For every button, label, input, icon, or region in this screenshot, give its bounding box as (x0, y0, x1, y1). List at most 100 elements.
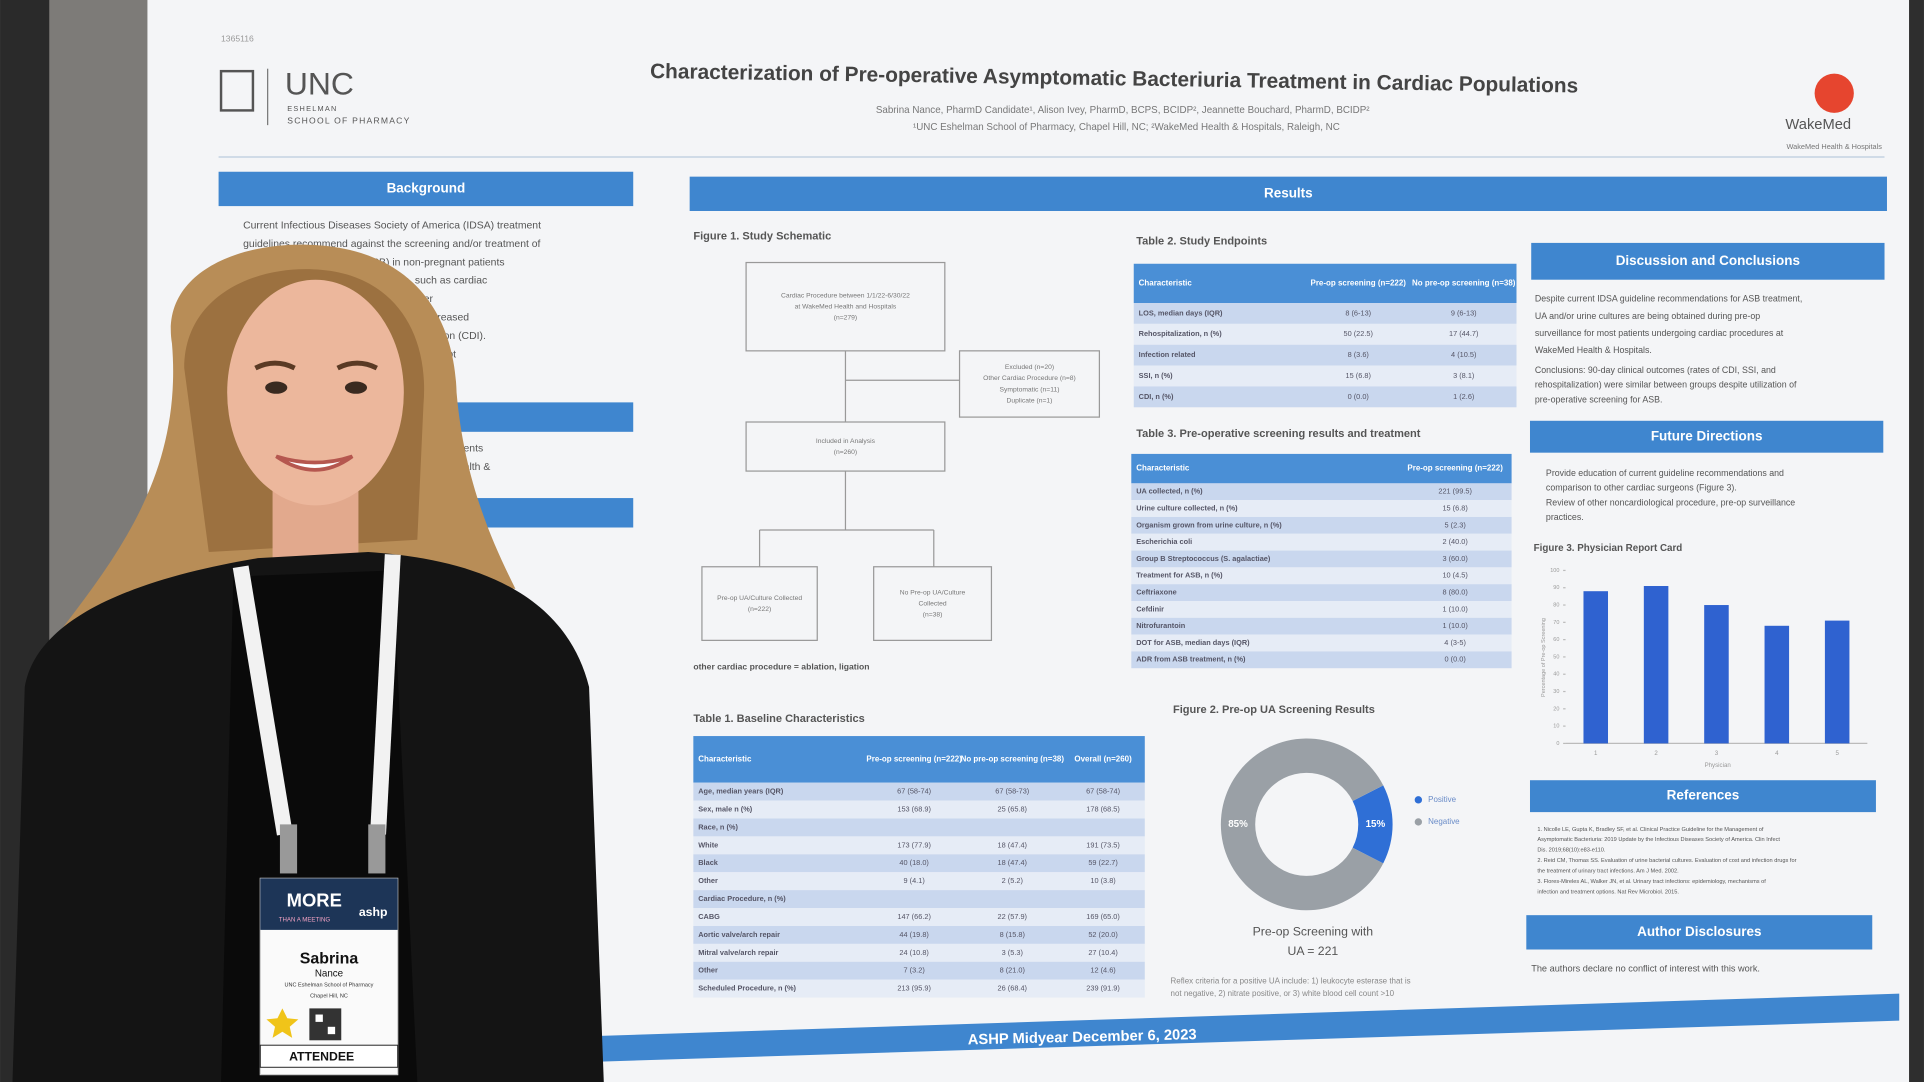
donut-label: 15% (1366, 819, 1386, 830)
table-row (1131, 617, 1512, 635)
table-row (1131, 516, 1512, 534)
conclusion-text: rehospitalization) were similar between … (1535, 380, 1797, 390)
table-cell: 10 (3.8) (1090, 876, 1115, 885)
table-cell: 4 (3-5) (1444, 638, 1466, 647)
y-axis-label: Percentage of Pre-op Screening (1541, 618, 1547, 697)
section-heading: Future Directions (1651, 428, 1763, 443)
schematic-text: Other Cardiac Procedure (n=8) (983, 375, 1076, 382)
table-cell: Infection related (1139, 350, 1196, 359)
table-cell: 52 (20.0) (1088, 930, 1117, 939)
figure-title: Figure 1. Study Schematic (693, 231, 831, 243)
eyebrow (254, 360, 296, 371)
lanyard (232, 565, 293, 836)
table-cell: 8 (15.8) (1000, 930, 1025, 939)
face (227, 279, 404, 506)
table-cell: Group B Streptococcus (S. agalactiae) (1136, 554, 1271, 563)
table-cell: 3 (8.1) (1453, 371, 1474, 380)
schematic-box (958, 350, 1101, 418)
schematic-text: Cardiac Procedure between 1/1/22-6/30/22 (781, 292, 910, 299)
figure-caption: Pre-op Screening with (1253, 925, 1374, 939)
table-cell: 8 (3.6) (1348, 350, 1369, 359)
disclosure-text: The authors declare no conflict of inter… (1531, 964, 1760, 974)
schematic-box (873, 566, 993, 641)
table-cell: Black (698, 858, 719, 867)
table-cell: 178 (68.5) (1086, 804, 1120, 813)
wakemed-icon (1814, 73, 1854, 113)
schematic-text: (n=260) (834, 449, 857, 456)
schematic-text: Pre-op UA/Culture Collected (717, 595, 802, 602)
x-tick-label: 4 (1775, 750, 1779, 757)
table-cell: Cefdinir (1136, 604, 1164, 613)
table-cell: 25 (65.8) (998, 804, 1027, 813)
table-title: Table 1. Baseline Characteristics (693, 713, 864, 725)
schematic-text: Collected (919, 600, 947, 607)
future-text: Provide education of current guideline r… (1546, 468, 1784, 478)
schematic-text: (n=279) (834, 315, 857, 322)
unc-school: SCHOOL OF PHARMACY (287, 116, 410, 126)
table-cell: 15 (6.8) (1346, 371, 1371, 380)
reference-text: Dis. 2019;68(10):e83-e110. (1537, 848, 1606, 854)
conclusion-text: Conclusions: 90-day clinical outcomes (r… (1535, 365, 1776, 375)
badge-last-name: Nance (315, 969, 344, 980)
table-row (693, 943, 1145, 962)
future-text: comparison to other cardiac surgeons (Fi… (1546, 483, 1737, 493)
table-cell: 173 (77.9) (897, 840, 931, 849)
y-tick-label: 20 (1553, 706, 1559, 712)
bar (1704, 605, 1729, 744)
table-row (1131, 584, 1512, 601)
x-tick-label: 5 (1835, 750, 1839, 757)
table-cell: 59 (22.7) (1088, 858, 1117, 867)
y-tick-label: 10 (1553, 724, 1559, 730)
section-header (1529, 420, 1884, 453)
table-cell: CABG (698, 912, 720, 921)
table-title: Table 3. Pre-operative screening results… (1136, 428, 1421, 440)
table-header-cell: Overall (n=260) (1074, 754, 1132, 763)
table-cell: 1 (10.0) (1442, 621, 1467, 630)
bar (1824, 620, 1850, 744)
table-row (1131, 651, 1512, 669)
y-tick-label: 60 (1553, 637, 1559, 643)
table-cell: 26 (68.4) (998, 984, 1027, 993)
smile (275, 454, 354, 472)
table-cell: 191 (73.5) (1086, 840, 1120, 849)
unc-logo: UNC (285, 65, 354, 101)
table-cell: 67 (58-74) (1086, 787, 1120, 796)
future-text: Review of other noncardiological procedu… (1546, 497, 1795, 507)
table-header-cell: Pre-op screening (n=222) (1311, 278, 1407, 287)
badge-org: ashp (359, 905, 388, 919)
reference-text: the treatment of urinary tract infection… (1537, 868, 1679, 874)
conclusion-text: pre-operative screening for ASB. (1535, 394, 1663, 404)
future-text: practices. (1546, 512, 1584, 522)
table-row (693, 782, 1145, 801)
reference-text: 3. Flores-Mireles AL, Walker JN, et al. … (1537, 879, 1766, 885)
discussion-text: Despite current IDSA guideline recommend… (1535, 294, 1802, 304)
y-tick-label: 40 (1553, 672, 1559, 678)
section-header (1526, 915, 1873, 950)
table-cell: Mitral valve/arch repair (698, 948, 778, 957)
table-cell: 44 (19.8) (899, 930, 928, 939)
footer-band (576, 993, 1900, 1063)
table-cell: Race, n (%) (698, 822, 738, 831)
table-cell: 2 (5.2) (1002, 876, 1023, 885)
table-cell: ADR from ASB treatment, n (%) (1136, 655, 1246, 664)
footer-text: ASHP Midyear December 6, 2023 (968, 1027, 1197, 1048)
table-cell: SSI, n (%) (1139, 371, 1173, 380)
figure-footnote: not negative, 2) nitrate positive, or 3)… (1171, 989, 1395, 998)
legend-label: Positive (1428, 795, 1456, 804)
eyebrow (336, 360, 378, 371)
table-header (693, 736, 1145, 783)
section-heading: Discussion and Conclusions (1616, 253, 1800, 268)
poster-affiliations: ¹UNC Eshelman School of Pharmacy, Chapel… (913, 122, 1340, 133)
table-cell: Sex, male n (%) (698, 804, 753, 813)
y-tick-label: 50 (1553, 654, 1559, 660)
y-tick-label: 0 (1556, 741, 1559, 747)
table-cell: 1 (2.6) (1453, 392, 1474, 401)
badge-school: UNC Eshelman School of Pharmacy (285, 983, 374, 989)
table-header-cell: No pre-op screening (n=38) (1412, 278, 1516, 287)
section-header (1531, 242, 1885, 280)
table-cell: 147 (66.2) (897, 912, 931, 921)
table-cell: Ceftriaxone (1136, 588, 1177, 597)
table-cell: Escherichia coli (1136, 537, 1192, 546)
wakemed-logo: WakeMed (1785, 117, 1851, 133)
